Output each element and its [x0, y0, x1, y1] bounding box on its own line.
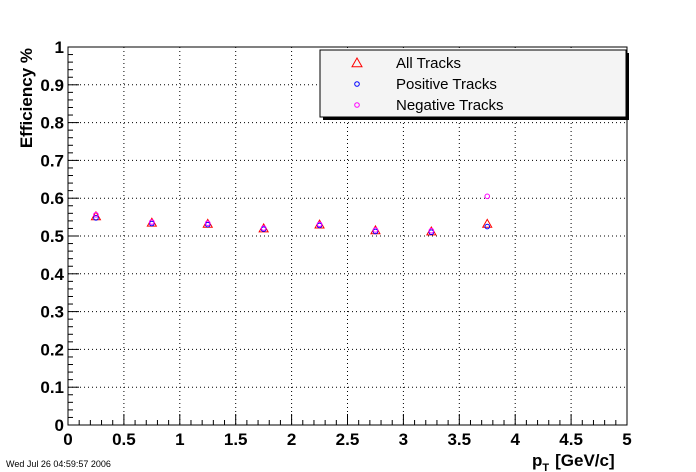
legend-box [319, 49, 627, 118]
y-axis-title: Efficiency % [17, 48, 36, 148]
point-negative-tracks [484, 193, 491, 200]
point-all-tracks [481, 218, 493, 228]
legend-marker-negative-tracks [354, 102, 360, 108]
x-tick-label: 0 [63, 430, 72, 449]
point-negative-tracks [93, 212, 99, 218]
x-tick-label: 5 [622, 430, 631, 449]
y-tick-label: 0.5 [40, 227, 64, 246]
x-tick-label: 2 [287, 430, 296, 449]
point-negative-tracks [149, 219, 155, 225]
legend: All Tracks Positive Tracks Negative Tracks [319, 49, 629, 120]
x-tick-label: 0.5 [112, 430, 136, 449]
y-tick-label: 0.3 [40, 303, 64, 322]
axis-ticks [67, 46, 628, 426]
x-tick-label: 3.5 [447, 430, 471, 449]
legend-label-negative-tracks: Negative Tracks [396, 97, 504, 114]
y-tick-label: 0.7 [40, 151, 64, 170]
point-positive-tracks [93, 215, 99, 221]
point-negative-tracks [316, 221, 323, 228]
y-tick-label: 0.6 [40, 189, 64, 208]
x-tick-label: 1 [175, 430, 184, 449]
y-tick-label: 0.1 [40, 378, 64, 397]
y-tick-label: 0.4 [40, 265, 64, 284]
x-tick-label: 1.5 [224, 430, 248, 449]
data-points [90, 193, 493, 236]
y-tick-label: 0.2 [40, 340, 64, 359]
y-tick-label: 1 [55, 38, 64, 57]
x-axis-title-main: p [532, 451, 542, 470]
y-tick-label: 0.9 [40, 76, 64, 95]
x-tick-label: 3 [399, 430, 408, 449]
x-axis-title: pT [GeV/c] [532, 451, 615, 472]
y-tick-label: 0.8 [40, 114, 64, 133]
tick-labels: 0 0.5 1 1.5 2 2.5 3 3.5 4 4.5 5 0 0.1 0.2 0.3 0.4 0.5 0.6… [40, 38, 631, 449]
y-tick-label: 0 [55, 416, 64, 435]
timestamp: Wed Jul 26 04:59:57 2006 [6, 459, 111, 469]
x-tick-label: 4.5 [559, 430, 583, 449]
x-tick-label: 4 [510, 430, 520, 449]
point-negative-tracks [428, 227, 435, 234]
point-negative-tracks [260, 225, 267, 231]
point-positive-tracks [484, 223, 491, 230]
point-negative-tracks [204, 220, 211, 226]
legend-marker-positive-tracks [354, 81, 360, 87]
x-axis-title-sub: T [542, 462, 549, 472]
point-negative-tracks [372, 227, 379, 233]
legend-marker-all-tracks [351, 56, 363, 68]
legend-label-positive-tracks: Positive Tracks [396, 76, 497, 93]
x-axis-title-unit: [GeV/c] [555, 451, 615, 470]
legend-label-all-tracks: All Tracks [396, 55, 461, 72]
x-tick-label: 2.5 [336, 430, 360, 449]
